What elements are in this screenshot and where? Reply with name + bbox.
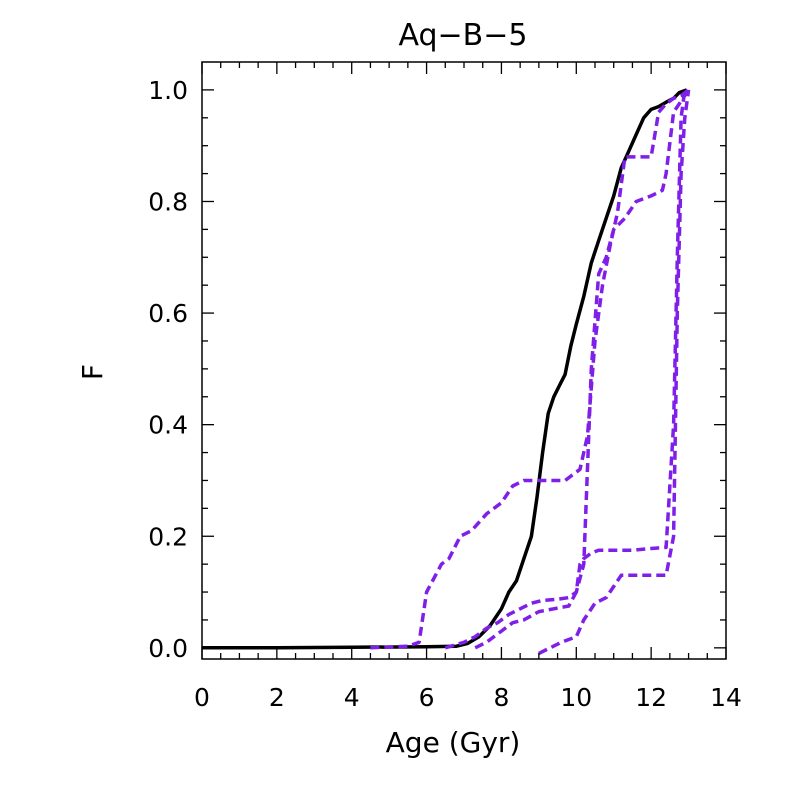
x-tick-label: 0 [194, 683, 210, 712]
series-line-dashed-3 [474, 89, 687, 650]
series-line-dashed-4 [538, 89, 691, 655]
plot-lines [202, 88, 691, 655]
chart-title: Aq−B−5 [399, 18, 528, 53]
x-tick-label: 10 [560, 683, 592, 712]
y-tick-label: 1.0 [148, 76, 188, 105]
y-tick-label: 0.8 [148, 187, 188, 216]
x-tick-label: 12 [635, 683, 667, 712]
series-line-dashed-1 [370, 88, 690, 650]
y-tick-label: 0.6 [148, 299, 188, 328]
x-tick-label: 4 [344, 683, 360, 712]
series-line-dashed-2 [444, 88, 691, 650]
x-tick-label: 8 [493, 683, 509, 712]
y-tick-label: 0.2 [148, 522, 188, 551]
y-tick-label: 0.4 [148, 411, 188, 440]
x-tick-labels: 0 2 4 6 8 10 12 14 [194, 683, 742, 712]
x-tick-label: 14 [710, 683, 742, 712]
x-axis-label: Age (Gyr) [386, 726, 521, 759]
y-axis-label: F [76, 364, 109, 380]
plot-frame [201, 61, 727, 660]
axis-ticks [201, 62, 727, 659]
x-tick-label: 2 [269, 683, 285, 712]
series-line-main [202, 88, 688, 650]
y-tick-label: 0.0 [148, 634, 188, 663]
y-tick-labels: 0.0 0.2 0.4 0.6 0.8 1.0 [148, 76, 188, 663]
x-tick-label: 6 [419, 683, 435, 712]
